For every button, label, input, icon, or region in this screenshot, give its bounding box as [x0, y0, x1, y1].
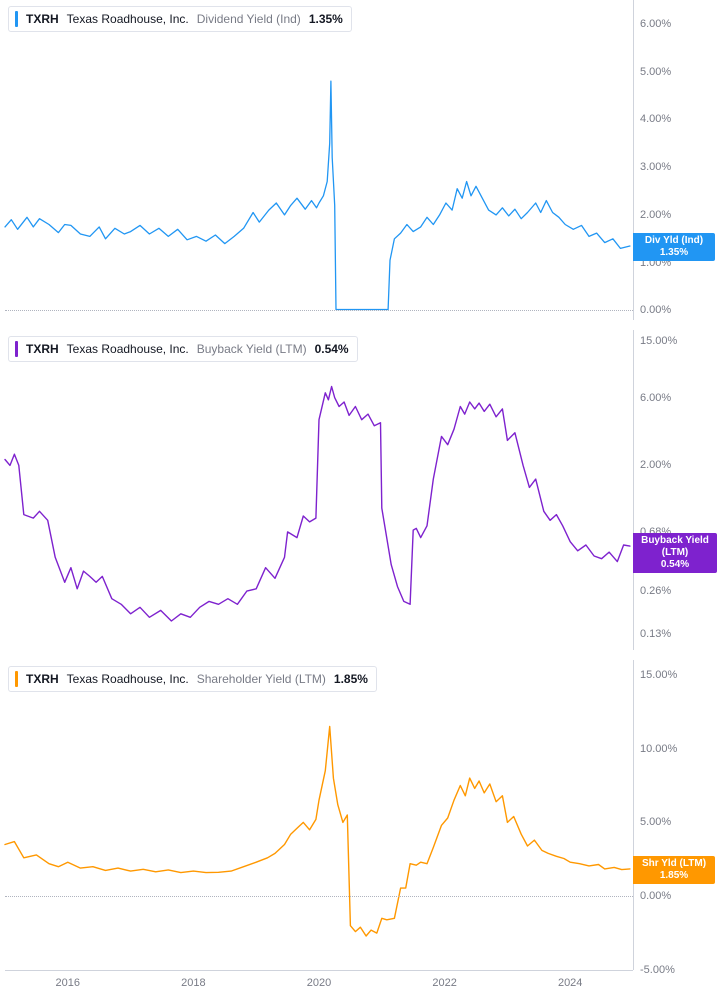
legend-box[interactable]: TXRH Texas Roadhouse, Inc. Shareholder Yie… [8, 666, 377, 692]
y-tick-labels: 0.13%0.26%0.68%2.00%6.00%15.00% [640, 330, 710, 650]
y-tick: 2.00% [640, 209, 671, 221]
y-tick-labels: -5.00%0.00%5.00%10.00%15.00% [640, 660, 710, 970]
ref-tag-title: Shr Yld (LTM) [639, 858, 709, 870]
chart-panel-0: TXRH Texas Roadhouse, Inc. Dividend Yield … [0, 0, 717, 320]
legend-color-tick [15, 11, 18, 27]
y-tick: 6.00% [640, 392, 671, 404]
legend-ticker: TXRH [26, 672, 59, 686]
ref-value-tag: Buyback Yield (LTM)0.54% [633, 533, 717, 573]
legend-box[interactable]: TXRH Texas Roadhouse, Inc. Buyback Yield (… [8, 336, 358, 362]
legend-company: Texas Roadhouse, Inc. [67, 12, 189, 26]
x-axis: 2016 2018 2020 2022 2024 [5, 970, 633, 1000]
legend-value: 0.54% [315, 342, 349, 356]
legend-company: Texas Roadhouse, Inc. [67, 342, 189, 356]
x-tick: 2018 [181, 977, 205, 989]
chart-panel-2: TXRH Texas Roadhouse, Inc. Shareholder Yie… [0, 660, 717, 970]
y-axis-line [633, 0, 634, 320]
y-tick: 15.00% [640, 669, 677, 681]
y-tick: 5.00% [640, 816, 671, 828]
y-tick: 2.00% [640, 459, 671, 471]
ref-tag-title: Buyback Yield (LTM) [639, 535, 711, 559]
legend-metric: Dividend Yield (Ind) [197, 12, 301, 26]
ref-tag-value: 0.54% [639, 559, 711, 571]
legend-metric: Shareholder Yield (LTM) [197, 672, 326, 686]
y-tick: 0.26% [640, 585, 671, 597]
legend-metric: Buyback Yield (LTM) [197, 342, 307, 356]
ref-tag-value: 1.35% [639, 247, 709, 259]
legend-value: 1.85% [334, 672, 368, 686]
x-tick: 2016 [56, 977, 80, 989]
legend-ticker: TXRH [26, 12, 59, 26]
plot-area[interactable] [5, 330, 633, 650]
y-tick: 5.00% [640, 66, 671, 78]
y-tick: 3.00% [640, 161, 671, 173]
ref-tag-value: 1.85% [639, 870, 709, 882]
ref-value-tag: Shr Yld (LTM)1.85% [633, 856, 715, 884]
ref-value-tag: Div Yld (Ind)1.35% [633, 233, 715, 261]
chart-panel-1: TXRH Texas Roadhouse, Inc. Buyback Yield (… [0, 330, 717, 650]
y-tick: 0.00% [640, 304, 671, 316]
y-axis-line [633, 660, 634, 970]
plot-area[interactable] [5, 660, 633, 970]
y-tick: -5.00% [640, 964, 675, 976]
legend-company: Texas Roadhouse, Inc. [67, 672, 189, 686]
series-line [5, 387, 630, 622]
series-line [5, 726, 630, 936]
y-tick: 4.00% [640, 113, 671, 125]
y-axis-line [633, 330, 634, 650]
x-tick: 2022 [432, 977, 456, 989]
x-tick: 2020 [307, 977, 331, 989]
legend-ticker: TXRH [26, 342, 59, 356]
series-line [5, 81, 630, 309]
y-tick: 10.00% [640, 743, 677, 755]
legend-box[interactable]: TXRH Texas Roadhouse, Inc. Dividend Yield … [8, 6, 352, 32]
y-tick: 6.00% [640, 18, 671, 30]
x-tick: 2024 [558, 977, 582, 989]
plot-area[interactable] [5, 0, 633, 320]
legend-color-tick [15, 341, 18, 357]
zero-line [5, 310, 633, 311]
y-tick: 15.00% [640, 335, 677, 347]
zero-line [5, 896, 633, 897]
y-tick: 0.00% [640, 890, 671, 902]
ref-tag-title: Div Yld (Ind) [639, 235, 709, 247]
legend-color-tick [15, 671, 18, 687]
y-tick: 0.13% [640, 628, 671, 640]
y-tick-labels: 0.00%1.00%2.00%3.00%4.00%5.00%6.00% [640, 0, 710, 320]
legend-value: 1.35% [309, 12, 343, 26]
